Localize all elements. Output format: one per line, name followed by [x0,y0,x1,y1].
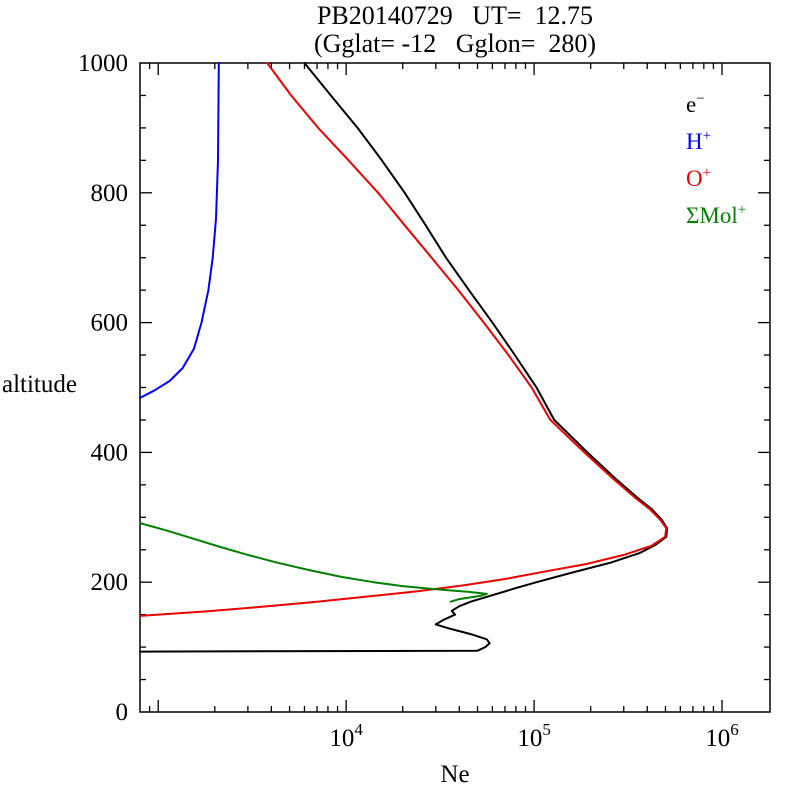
legend-O+: O+ [686,165,711,191]
series-Mol+-line [139,522,488,603]
legend: e− H+ O+ ΣMol+ [686,91,746,228]
x-tick-label: 105 [517,720,551,752]
x-axis-label: Ne [440,761,469,788]
series-lines [139,62,669,653]
chart-title-line1: PB20140729 UT= 12.75 [317,1,593,30]
legend-e-: e− [686,91,705,117]
legend-Mol+: ΣMol+ [686,202,746,228]
y-tick-label: 400 [91,439,129,466]
y-tick-label: 800 [91,180,129,207]
y-axis-label: altitude [2,371,77,398]
x-tick-label: 106 [705,720,739,752]
y-tick-label: 0 [116,699,129,726]
series-e--line [139,62,669,653]
series-H+-line [139,62,220,399]
axes: 104 105 106 0 200 400 600 800 1000 [78,50,771,752]
y-tick-label: 1000 [78,50,128,77]
y-tick-label: 600 [91,310,129,337]
legend-H+: H+ [686,128,711,154]
chart-title-line2: (Gglat= -12 Gglon= 280) [314,29,596,58]
y-tick-label: 200 [91,569,129,596]
x-tick-label: 104 [329,720,363,752]
series-O+-line [139,62,668,617]
